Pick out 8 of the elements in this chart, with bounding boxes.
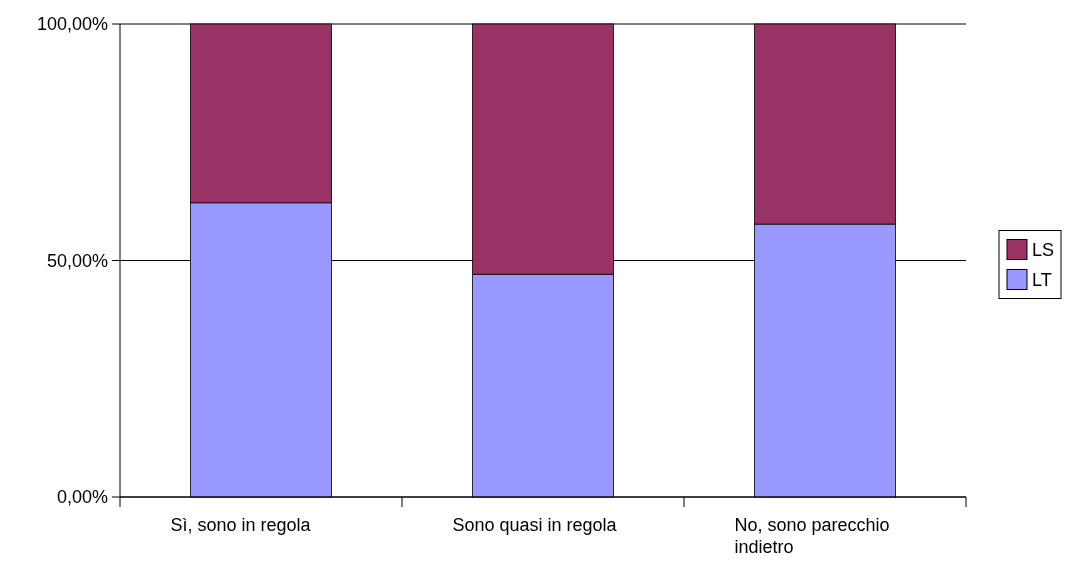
y-tick-label: 50,00% — [46, 250, 108, 271]
legend-label: LT — [1032, 269, 1052, 290]
y-tick-label: 0,00% — [56, 487, 108, 508]
y-tick-label: 100,00% — [36, 14, 108, 35]
legend-label: LS — [1032, 239, 1055, 260]
x-tick-label: No, sono parecchio indietro — [734, 515, 890, 557]
x-tick-label: Sono quasi in regola — [452, 515, 618, 535]
x-tick-label: Sì, sono in regola — [170, 515, 312, 535]
